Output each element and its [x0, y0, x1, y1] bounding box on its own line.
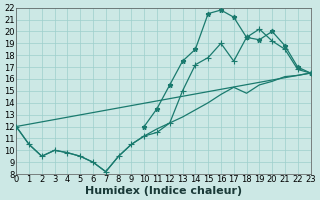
- X-axis label: Humidex (Indice chaleur): Humidex (Indice chaleur): [85, 186, 242, 196]
